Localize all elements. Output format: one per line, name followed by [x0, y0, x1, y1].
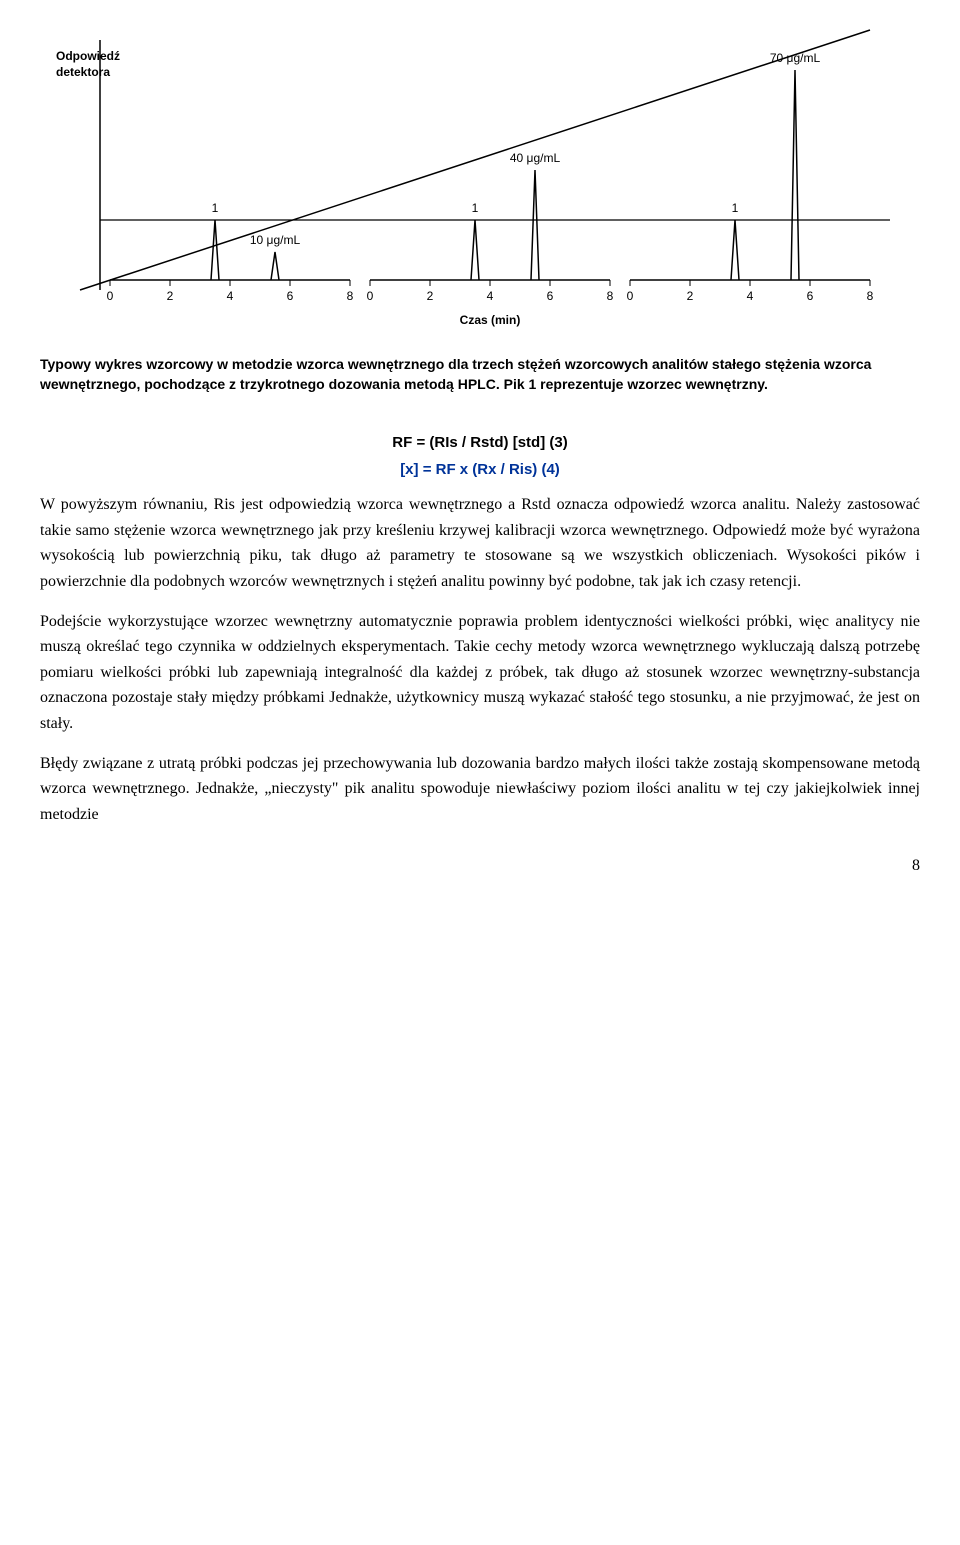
svg-text:Odpowiedź: Odpowiedź [56, 49, 120, 63]
paragraph-2: Podejście wykorzystujące wzorzec wewnętr… [40, 609, 920, 737]
page-number: 8 [40, 857, 920, 875]
svg-text:Czas (min): Czas (min) [460, 313, 521, 327]
formula-rf: RF = (RIs / Rstd) [std] (3) [40, 434, 920, 451]
svg-text:8: 8 [347, 289, 354, 303]
svg-text:2: 2 [687, 289, 694, 303]
svg-text:2: 2 [427, 289, 434, 303]
svg-text:4: 4 [747, 289, 754, 303]
svg-text:0: 0 [107, 289, 114, 303]
svg-text:1: 1 [472, 201, 479, 215]
paragraph-1: W powyższym równaniu, Ris jest odpowiedz… [40, 492, 920, 594]
svg-text:6: 6 [287, 289, 294, 303]
chromatogram-svg: Odpowiedźdetektora02468110 μg/mL02468140… [40, 20, 910, 340]
figure-caption: Typowy wykres wzorcowy w metodzie wzorca… [40, 355, 920, 394]
svg-text:6: 6 [807, 289, 814, 303]
svg-text:4: 4 [487, 289, 494, 303]
paragraph-3: Błędy związane z utratą próbki podczas j… [40, 751, 920, 828]
svg-text:10 μg/mL: 10 μg/mL [250, 233, 301, 247]
svg-text:2: 2 [167, 289, 174, 303]
svg-text:8: 8 [607, 289, 614, 303]
svg-text:40 μg/mL: 40 μg/mL [510, 151, 561, 165]
svg-text:8: 8 [867, 289, 874, 303]
svg-text:0: 0 [627, 289, 634, 303]
chromatogram-chart: Odpowiedźdetektora02468110 μg/mL02468140… [40, 20, 920, 345]
formula-x: [x] = RF x (Rx / Ris) (4) [40, 461, 920, 478]
svg-text:70 μg/mL: 70 μg/mL [770, 51, 821, 65]
svg-text:detektora: detektora [56, 65, 110, 79]
svg-text:1: 1 [212, 201, 219, 215]
svg-text:1: 1 [732, 201, 739, 215]
svg-text:4: 4 [227, 289, 234, 303]
svg-text:0: 0 [367, 289, 374, 303]
svg-text:6: 6 [547, 289, 554, 303]
